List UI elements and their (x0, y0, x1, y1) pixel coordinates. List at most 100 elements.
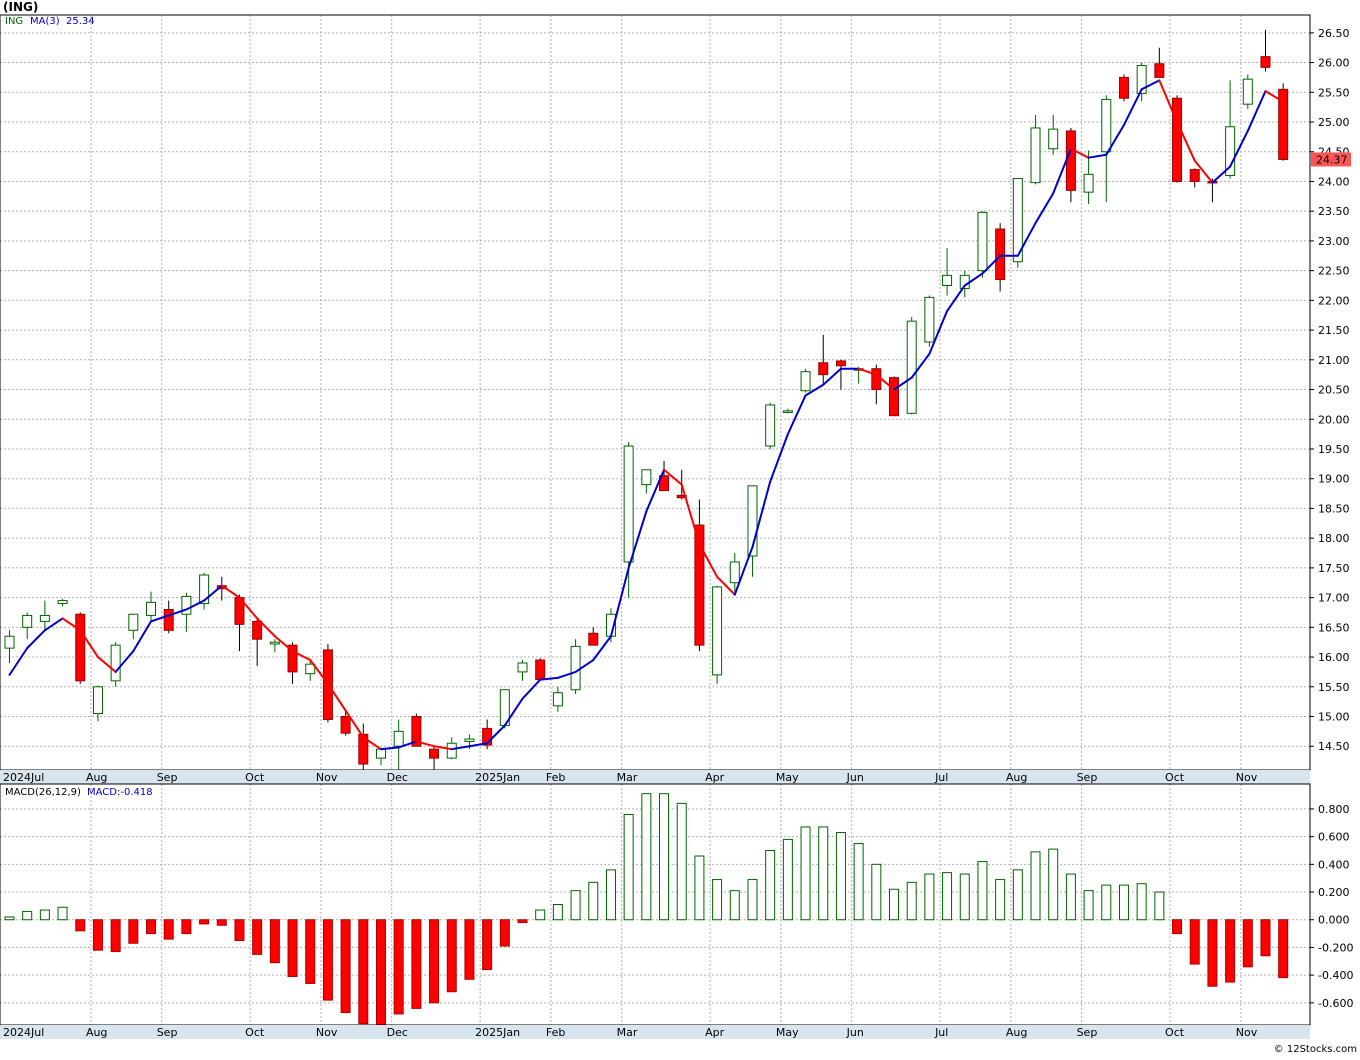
macd-bar-negative (163, 919, 174, 940)
candle-body (252, 620, 263, 640)
ma3-segment (433, 745, 453, 751)
ma3-segment (326, 682, 347, 712)
macd-bar-negative (358, 919, 369, 1025)
macd-bar-negative (1225, 919, 1236, 983)
candle-up (570, 639, 581, 694)
candle-down (287, 642, 298, 684)
macd-bar-positive (1030, 851, 1041, 921)
candle-body (818, 362, 829, 376)
macd-bar-positive (659, 793, 670, 921)
macd-bar-negative (429, 919, 440, 1004)
macd-bar-negative (269, 919, 280, 964)
macd-bar-positive (1136, 883, 1147, 921)
price-grid (0, 15, 1310, 770)
price-x-axis-band (0, 770, 1310, 784)
candle-body (1101, 98, 1112, 153)
price-x-label: Oct (1165, 771, 1185, 784)
candle-body (1083, 173, 1094, 193)
candle-up (623, 441, 634, 598)
candle-up (1083, 150, 1094, 205)
candle-up (22, 612, 33, 640)
macd-bar-positive (1048, 848, 1059, 921)
candle-down (1172, 95, 1183, 183)
ma3-segment (1229, 129, 1249, 168)
macd-bar-positive (818, 826, 829, 921)
candle-down (163, 600, 174, 634)
ma3-segment (291, 650, 312, 662)
candle-down (1278, 83, 1289, 161)
candlestick-series (4, 29, 1289, 773)
last-price-tag: 24.37 (1311, 152, 1351, 167)
macd-bar-negative (517, 919, 528, 924)
candle-down (234, 594, 245, 652)
candle-body (464, 738, 475, 742)
macd-y-axis: -0.600 -0.400 -0.200 0.000 0.200 0.400 0.600 0.… (1310, 803, 1353, 1010)
candle-up (747, 485, 758, 577)
candle-body (588, 632, 599, 646)
candle-body (4, 635, 15, 649)
macd-bar-negative (75, 919, 86, 932)
ma3-segment (663, 468, 683, 486)
candle-body (1189, 169, 1200, 182)
ma3-segment (627, 510, 648, 569)
price-x-label: Mar (617, 771, 638, 784)
macd-bar-positive (694, 855, 705, 921)
price-x-label: Jun (846, 771, 864, 784)
candle-up (110, 642, 121, 687)
macd-x-label: Sep (1077, 1026, 1098, 1039)
ma3-segment (609, 566, 630, 638)
price-x-label: May (776, 771, 799, 784)
candle-body (1136, 65, 1147, 94)
ma3-segment (963, 272, 984, 287)
ma3-segment (1087, 153, 1108, 159)
price-tick-label: 20.50 (1318, 384, 1350, 397)
macd-tick-label: 0.200 (1318, 886, 1350, 899)
macd-bar-positive (924, 873, 935, 921)
macd-bar-positive (535, 909, 546, 921)
ma3-segment (1052, 147, 1072, 195)
candle-body (889, 377, 899, 417)
candle-body (835, 360, 846, 367)
ma3-segment (574, 659, 595, 673)
ma3-segment (468, 742, 489, 748)
macd-bar-positive (1118, 884, 1129, 921)
price-tick-label: 15.50 (1318, 681, 1350, 694)
candle-body (659, 475, 670, 492)
ma3-segment (556, 670, 577, 679)
macd-bar-negative (1189, 919, 1200, 965)
price-x-label: Apr (705, 771, 725, 784)
price-tick-label: 26.50 (1318, 27, 1350, 40)
ma3-segment (539, 676, 559, 681)
candle-down (252, 618, 263, 666)
candle-up (92, 685, 103, 722)
macd-bar-negative (199, 919, 210, 925)
ma3-segment (114, 650, 135, 673)
candle-body (482, 727, 493, 746)
ma3-segment (203, 584, 223, 602)
candle-up (977, 211, 988, 278)
ma3-segment (1176, 121, 1196, 162)
watermark: © 12Stocks.com (1274, 1044, 1357, 1055)
candle-body (1278, 88, 1289, 160)
macd-x-label: Dec (387, 1026, 408, 1039)
price-tick-label: 21.00 (1318, 354, 1350, 367)
macd-tick-label: -0.400 (1318, 969, 1353, 982)
price-tick-label: 26.00 (1318, 57, 1350, 70)
last-price-label: 24.37 (1316, 153, 1348, 166)
candle-body (1048, 128, 1059, 150)
macd-bar-positive (588, 881, 599, 921)
price-tick-label: 23.00 (1318, 235, 1350, 248)
candle-body (110, 644, 121, 682)
ma3-segment (96, 656, 117, 673)
price-tick-label: 25.50 (1318, 86, 1350, 99)
candle-body (535, 659, 546, 681)
candle-body (75, 613, 86, 682)
candle-body (57, 600, 68, 605)
macd-bar-positive (835, 831, 846, 921)
macd-histogram (4, 793, 1289, 1026)
price-x-label: Feb (546, 771, 565, 784)
candle-down (588, 627, 599, 646)
ma3-segment (822, 367, 842, 386)
candle-body (942, 274, 953, 286)
ma3-segment (26, 629, 46, 650)
